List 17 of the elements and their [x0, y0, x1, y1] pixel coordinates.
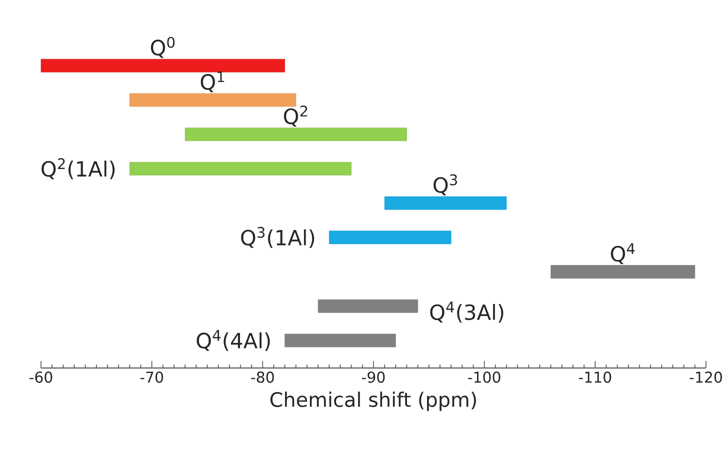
y-tick-label: Q$^{0}$ [150, 36, 175, 58]
x-tick-label: -120 [690, 372, 722, 383]
y-tick-label: Q$^{4}$ [610, 243, 635, 264]
x-tick-label: -70 [140, 372, 164, 383]
y-tick-label: Q$^{4}$(3Al) [430, 302, 504, 323]
y-tick-label: Q$^{1}$ [200, 71, 224, 92]
y-tick-label: Q$^{4}$(4Al) [196, 330, 270, 351]
x-tick-label: -80 [251, 372, 274, 383]
y-tick-label: Q$^{2}$(1Al) [42, 158, 115, 180]
y-tick-label: Q$^{2}$ [284, 106, 308, 127]
x-tick-label: -100 [468, 372, 500, 383]
x-tick-label: -90 [362, 372, 385, 383]
y-tick-label: Q$^{3}$ [434, 174, 458, 196]
x-tick-label: -110 [578, 372, 612, 383]
x-tick-label: -60 [30, 372, 52, 383]
y-tick-label: Q$^{3}$(1Al) [241, 226, 314, 248]
x-axis-title: Chemical shift (ppm) [270, 392, 476, 411]
